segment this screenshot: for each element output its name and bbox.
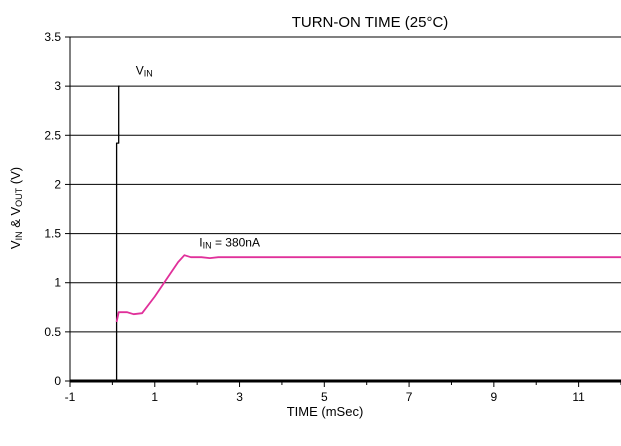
x-tick-label: 5 (321, 390, 328, 404)
y-axis-label: VIN & VOUT (V) (8, 167, 24, 249)
series-line-vin (115, 85, 120, 381)
x-tick-label: 11 (572, 390, 585, 404)
y-tick-label: 3.5 (44, 30, 61, 44)
y-tick-label: 3 (54, 79, 61, 93)
y-axis-label-sub2: OUT (14, 187, 24, 207)
y-axis-label-part1: V (8, 240, 23, 249)
x-tick-label: 3 (236, 390, 243, 404)
x-axis-label: TIME (mSec) (287, 404, 364, 419)
series-lines (115, 85, 621, 381)
y-axis-label-sub1: IN (14, 231, 24, 240)
y-tick-label: 0.5 (44, 325, 61, 339)
gridlines (70, 36, 621, 333)
chart-title: TURN-ON TIME (25°C) (292, 14, 449, 31)
y-axis-label-part2: & V (8, 207, 23, 232)
x-tick-label: 9 (491, 390, 498, 404)
y-tick-label: 1.5 (44, 227, 61, 241)
y-axis-label-part3: (V) (8, 167, 23, 188)
y-tick-label: 2.5 (44, 128, 61, 142)
annotation-iin: IIN = 380nA (199, 235, 260, 250)
series-line-vout (115, 254, 621, 323)
x-tick-label: 7 (406, 390, 413, 404)
axes (65, 36, 621, 387)
x-tick-label: -1 (65, 390, 76, 404)
annotation-vin: VIN (136, 63, 153, 78)
x-tick-label: 1 (151, 390, 158, 404)
x-tick-labels: -1 1 3 5 7 9 11 (65, 390, 586, 404)
y-tick-labels: 0 0.5 1 1.5 2 2.5 3 3.5 (44, 30, 61, 388)
y-tick-label: 1 (54, 276, 61, 290)
annotations: VIN IIN = 380nA (136, 63, 260, 250)
y-tick-label: 0 (54, 374, 61, 388)
y-tick-label: 2 (54, 177, 61, 191)
